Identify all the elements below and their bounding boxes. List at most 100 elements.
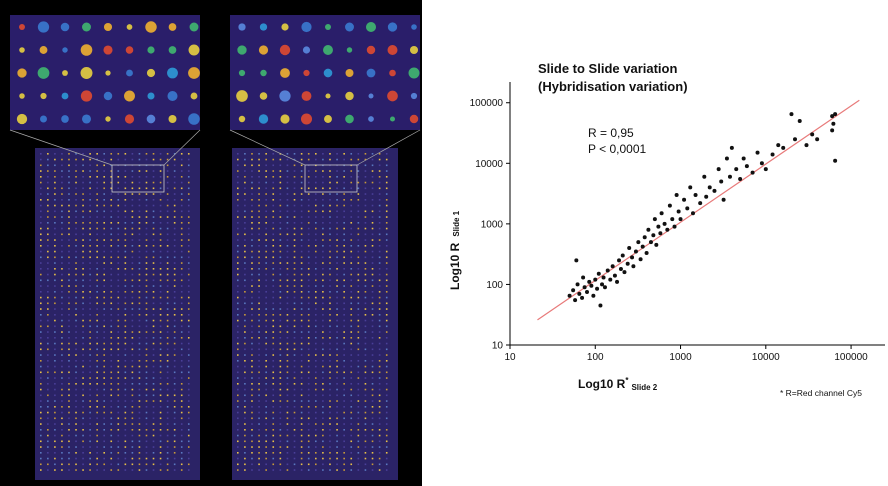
array-spot (159, 193, 162, 195)
array-spot (315, 314, 317, 316)
array-spot (75, 394, 77, 397)
array-spot (322, 227, 324, 230)
array-spot (343, 262, 345, 264)
array-spot (117, 314, 120, 316)
array-spot (286, 181, 289, 184)
array-spot (286, 388, 289, 391)
array-spot (371, 319, 374, 322)
array-spot (173, 331, 176, 333)
array-spot (336, 446, 338, 448)
zoom-connector (229, 129, 306, 166)
array-spot (279, 469, 282, 471)
array-spot (265, 429, 267, 431)
array-spot (244, 452, 246, 454)
array-spot (343, 360, 345, 362)
array-spot (47, 463, 49, 466)
point (610, 264, 615, 269)
array-spot (322, 176, 324, 178)
array-spot (322, 377, 324, 379)
array-spot (68, 417, 70, 420)
array-spot (343, 348, 345, 351)
array-spot (371, 394, 374, 397)
array-spot (117, 342, 120, 345)
array-spot (265, 273, 267, 276)
array-spot (96, 256, 98, 259)
array-spot (75, 158, 77, 161)
array-spot (124, 348, 127, 351)
point (776, 143, 781, 148)
array-spot (131, 354, 134, 356)
array-spot (300, 153, 303, 155)
array-spot (378, 354, 381, 356)
array-spot (89, 227, 91, 230)
array-spot (159, 434, 162, 437)
array-spot (336, 245, 338, 247)
array-spot (300, 411, 303, 414)
array-spot (378, 153, 381, 155)
array-spot (279, 331, 282, 333)
array-spot (364, 239, 367, 241)
annotation: P < 0,0001 (588, 142, 646, 156)
array-spot (40, 440, 42, 443)
array-spot (272, 233, 275, 236)
zoom-spot (366, 45, 376, 55)
array-spot (124, 181, 127, 184)
array-spot (315, 417, 317, 420)
array-spot (322, 193, 324, 195)
array-spot (110, 181, 113, 184)
array-spot (258, 434, 260, 437)
array-spot (357, 273, 360, 276)
array-spot (61, 394, 63, 397)
array-spot (47, 314, 49, 316)
array-spot (82, 164, 84, 167)
array-spot (293, 337, 296, 339)
array-spot (61, 308, 63, 310)
array-spot (173, 377, 176, 379)
array-spot (300, 256, 303, 259)
array-spot (152, 365, 155, 368)
point (833, 112, 838, 117)
array-spot (145, 446, 148, 448)
array-spot (244, 153, 246, 155)
array-spot (110, 457, 113, 460)
array-spot (173, 400, 176, 402)
array-spot (286, 423, 289, 425)
array-spot (385, 181, 388, 184)
array-spot (237, 377, 239, 379)
array-spot (300, 325, 303, 328)
array-spot (371, 365, 374, 368)
array-spot (138, 383, 141, 385)
array-spot (96, 383, 98, 385)
array-spot (286, 348, 289, 351)
array-spot (75, 153, 77, 155)
array-spot (315, 279, 317, 282)
array-spot (54, 469, 56, 471)
array-spot (237, 423, 239, 425)
array-spot (343, 342, 345, 345)
array-spot (68, 394, 70, 397)
array-spot (343, 279, 345, 282)
array-spot (82, 337, 84, 339)
array-spot (279, 377, 282, 379)
array-spot (61, 331, 63, 333)
array-spot (61, 452, 63, 454)
array-spot (131, 250, 134, 253)
array-spot (378, 158, 381, 161)
array-spot (329, 273, 331, 276)
array-spot (117, 394, 120, 397)
array-spot (244, 279, 246, 282)
array-spot (96, 371, 98, 374)
array-spot (159, 348, 162, 351)
array-spot (54, 199, 56, 201)
array-spot (336, 463, 338, 466)
array-spot (272, 204, 275, 207)
array-spot (117, 383, 120, 385)
array-spot (322, 204, 324, 207)
array-spot (110, 394, 113, 397)
array-spot (364, 365, 367, 368)
array-spot (40, 446, 42, 448)
array-spot (307, 193, 310, 195)
array-spot (75, 337, 77, 339)
array-spot (124, 199, 127, 201)
array-spot (89, 360, 91, 362)
